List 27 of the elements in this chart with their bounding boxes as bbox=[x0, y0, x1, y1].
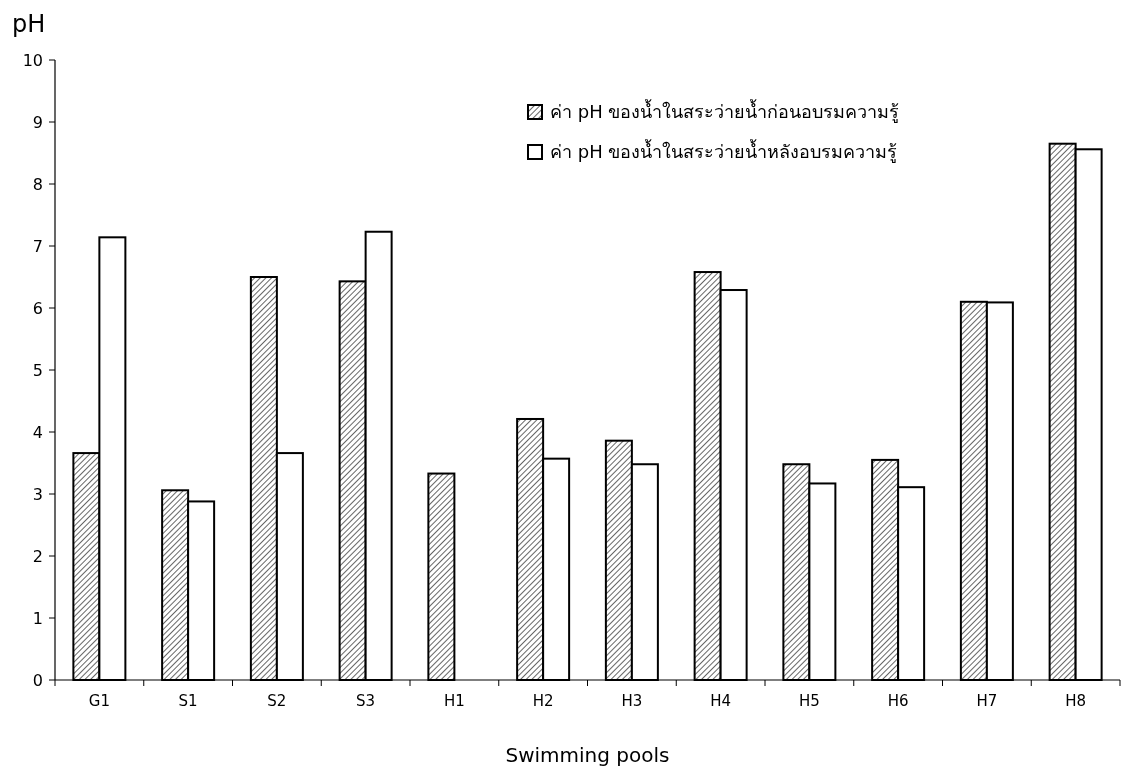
y-tick-label: 5 bbox=[32, 361, 43, 380]
legend-label: ค่า pH ของน้ำในสระว่ายน้ำหลังอบรมความรู้ bbox=[550, 139, 898, 163]
x-tick-label: H6 bbox=[887, 692, 909, 710]
y-tick-label: 9 bbox=[32, 113, 43, 132]
y-tick-label: 10 bbox=[22, 51, 43, 70]
legend-label: ค่า pH ของน้ำในสระว่ายน้ำก่อนอบรมความรู้ bbox=[550, 99, 900, 123]
x-tick-label: H1 bbox=[443, 692, 465, 710]
x-tick-label: S3 bbox=[356, 692, 376, 710]
x-axis-title: Swimming pools bbox=[505, 743, 670, 767]
y-axis-title: pH bbox=[12, 10, 46, 38]
y-tick-label: 8 bbox=[32, 175, 43, 194]
x-tick-label: G1 bbox=[88, 692, 110, 710]
y-tick-label: 7 bbox=[32, 237, 43, 256]
y-tick-label: 0 bbox=[32, 671, 43, 690]
y-tick-label: 6 bbox=[32, 299, 43, 318]
x-tick-label: H8 bbox=[1065, 692, 1087, 710]
x-tick-label: H5 bbox=[798, 692, 820, 710]
y-tick-label: 4 bbox=[32, 423, 43, 442]
x-tick-label: S2 bbox=[267, 692, 287, 710]
y-tick-label: 2 bbox=[32, 547, 43, 566]
y-tick-label: 3 bbox=[32, 485, 43, 504]
x-tick-label: H2 bbox=[532, 692, 554, 710]
x-tick-label: S1 bbox=[178, 692, 198, 710]
x-tick-label: H7 bbox=[976, 692, 998, 710]
y-tick-label: 1 bbox=[32, 609, 43, 628]
x-tick-label: H4 bbox=[710, 692, 732, 710]
x-tick-label: H3 bbox=[621, 692, 643, 710]
